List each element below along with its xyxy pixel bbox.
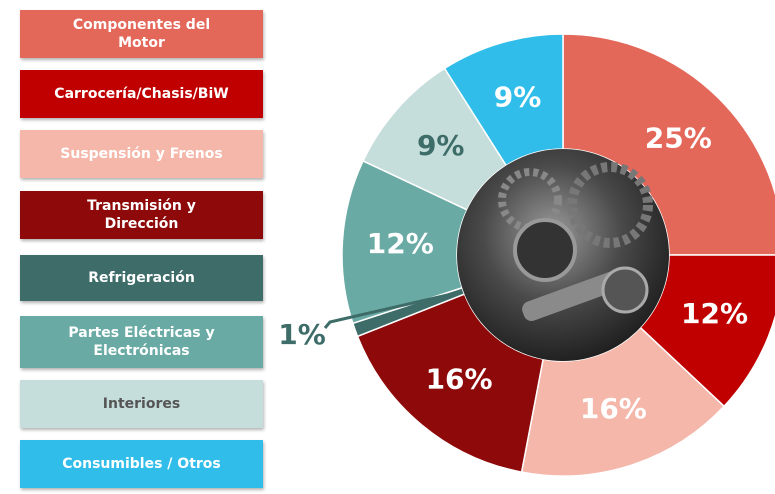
value-label: 16% bbox=[426, 363, 493, 396]
value-label: 9% bbox=[417, 129, 465, 162]
value-label: 25% bbox=[645, 122, 712, 155]
value-label: 9% bbox=[494, 80, 542, 113]
value-label: 12% bbox=[681, 297, 748, 330]
value-label: 12% bbox=[367, 227, 434, 260]
page: Componentes del MotorCarrocería/Chasis/B… bbox=[0, 0, 775, 494]
value-label: 1% bbox=[278, 318, 326, 351]
value-label: 16% bbox=[580, 392, 647, 425]
center-image bbox=[457, 149, 669, 361]
chart: 25% 12% 16% 16% 1% 12% 9% 9% bbox=[0, 0, 775, 494]
